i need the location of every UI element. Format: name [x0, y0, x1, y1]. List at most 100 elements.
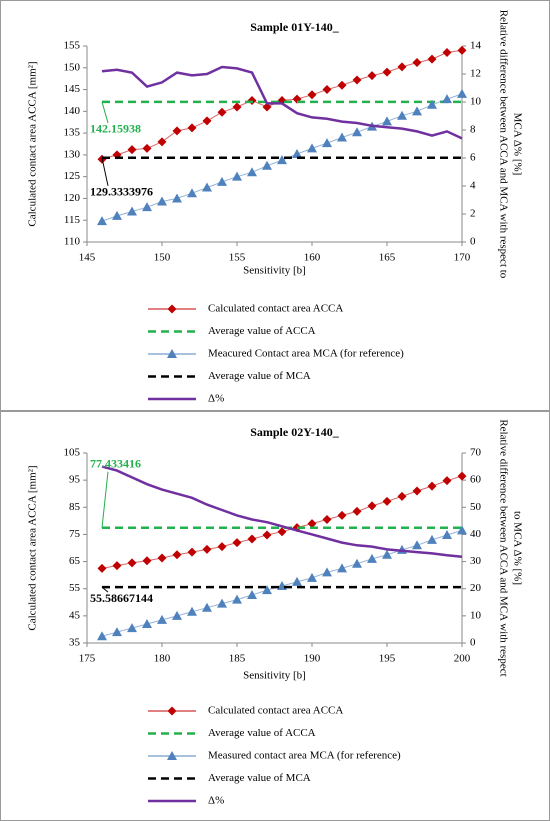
chart-title: Sample 01Y-140_ [250, 20, 340, 34]
triangle-marker [277, 155, 287, 165]
y2-axis-label: to MCA Δ% [%] [511, 511, 523, 585]
triangle-marker [172, 193, 182, 203]
y2-tick-label: 50 [470, 501, 482, 513]
diamond-marker [337, 510, 347, 520]
diamond-marker [457, 471, 467, 481]
triangle-marker [382, 549, 392, 559]
diamond-marker [427, 481, 437, 491]
y-tick-label: 135 [64, 127, 81, 139]
y2-axis-label: Relative difference between ACCA and MCA… [497, 419, 509, 676]
y-tick-label: 55 [69, 582, 81, 594]
diamond-marker [337, 80, 347, 90]
triangle-marker [352, 127, 362, 137]
diamond-marker [232, 538, 242, 548]
triangle-marker [337, 563, 347, 573]
triangle-marker [292, 149, 302, 159]
legend-label: Average value of ACCA [208, 727, 316, 739]
triangle-marker [217, 598, 227, 608]
x-tick-label: 165 [379, 252, 396, 264]
y2-axis-label: Relative difference between ACCA and MCA… [497, 10, 509, 279]
diamond-marker [97, 563, 107, 573]
triangle-marker [247, 589, 257, 599]
diamond-marker [217, 542, 227, 552]
annotation-label: 77.433416 [90, 457, 141, 471]
triangle-marker [167, 751, 177, 760]
diamond-marker [127, 558, 137, 568]
diamond-marker [232, 102, 242, 112]
y2-tick-label: 10 [470, 609, 482, 621]
diamond-marker [262, 102, 272, 112]
series-line [101, 65, 463, 140]
y-tick-label: 35 [69, 637, 81, 649]
diamond-marker [277, 527, 287, 537]
triangle-marker [307, 572, 317, 582]
diamond-marker [247, 534, 257, 544]
diamond-marker [167, 706, 177, 716]
diamond-marker [397, 491, 407, 501]
triangle-marker [232, 594, 242, 604]
annotation-arrow [101, 586, 109, 593]
x-tick-label: 145 [79, 252, 96, 264]
y-tick-label: 130 [64, 148, 81, 160]
triangle-marker [112, 210, 122, 220]
legend-label: Δ% [208, 393, 224, 405]
y-tick-label: 155 [64, 40, 81, 52]
triangle-marker [97, 216, 107, 226]
diamond-marker [442, 48, 452, 58]
legend-label: Meacured Contact area MCA (for reference… [208, 348, 404, 360]
triangle-marker [127, 623, 137, 633]
y-tick-label: 85 [69, 501, 81, 513]
legend-label: Calculated contact area ACCA [208, 303, 343, 315]
diamond-marker [322, 85, 332, 95]
x-tick-label: 160 [304, 252, 321, 264]
y-tick-label: 110 [64, 236, 81, 248]
annotation-label: 129.3333976 [90, 185, 153, 199]
series-line [101, 465, 463, 558]
x-tick-label: 155 [229, 252, 246, 264]
y-tick-label: 45 [69, 609, 81, 621]
annotation-arrow [101, 157, 109, 186]
x-tick-label: 180 [154, 653, 171, 665]
diamond-marker [202, 544, 212, 554]
triangle-marker [187, 188, 197, 198]
y2-axis-label: MCA Δ% [%] [511, 113, 523, 176]
y-tick-label: 65 [69, 555, 81, 567]
y-tick-label: 150 [64, 61, 81, 73]
diamond-marker [157, 553, 167, 563]
diamond-marker [142, 143, 152, 153]
y2-tick-label: 0 [470, 637, 476, 649]
triangle-marker [202, 182, 212, 192]
annotation-arrow [101, 101, 109, 124]
diamond-marker [322, 515, 332, 524]
diamond-marker [202, 116, 212, 126]
chart-title: Sample 02Y-140_ [250, 425, 340, 439]
y2-tick-label: 40 [470, 528, 482, 540]
diamond-marker [157, 137, 167, 147]
legend-label: Average value of MCA [208, 370, 311, 382]
y-axis-label: Calculated contact area ACCA [mm²] [27, 465, 39, 630]
triangle-marker [442, 529, 452, 539]
diamond-marker [247, 95, 257, 105]
y2-tick-label: 8 [470, 124, 476, 136]
triangle-marker [292, 576, 302, 586]
triangle-marker [167, 349, 177, 358]
y-tick-label: 125 [64, 170, 81, 182]
diamond-marker [217, 107, 227, 117]
diamond-marker [382, 496, 392, 506]
triangle-marker [337, 132, 347, 142]
y2-tick-label: 6 [470, 152, 476, 164]
y-axis-label: Calculated contact area ACCA [mm²] [27, 61, 39, 226]
y2-tick-label: 20 [470, 582, 482, 594]
annotation-label: 142.15938 [90, 122, 141, 136]
diamond-marker [352, 75, 362, 85]
x-tick-label: 200 [454, 653, 471, 665]
triangle-marker [112, 627, 122, 637]
legend-label: Average value of MCA [208, 772, 311, 784]
y-tick-label: 120 [64, 192, 81, 204]
triangle-marker [232, 171, 242, 181]
diamond-marker [262, 530, 272, 540]
y2-tick-label: 2 [470, 208, 476, 220]
y-tick-label: 145 [64, 83, 81, 95]
y2-tick-label: 0 [470, 236, 476, 248]
